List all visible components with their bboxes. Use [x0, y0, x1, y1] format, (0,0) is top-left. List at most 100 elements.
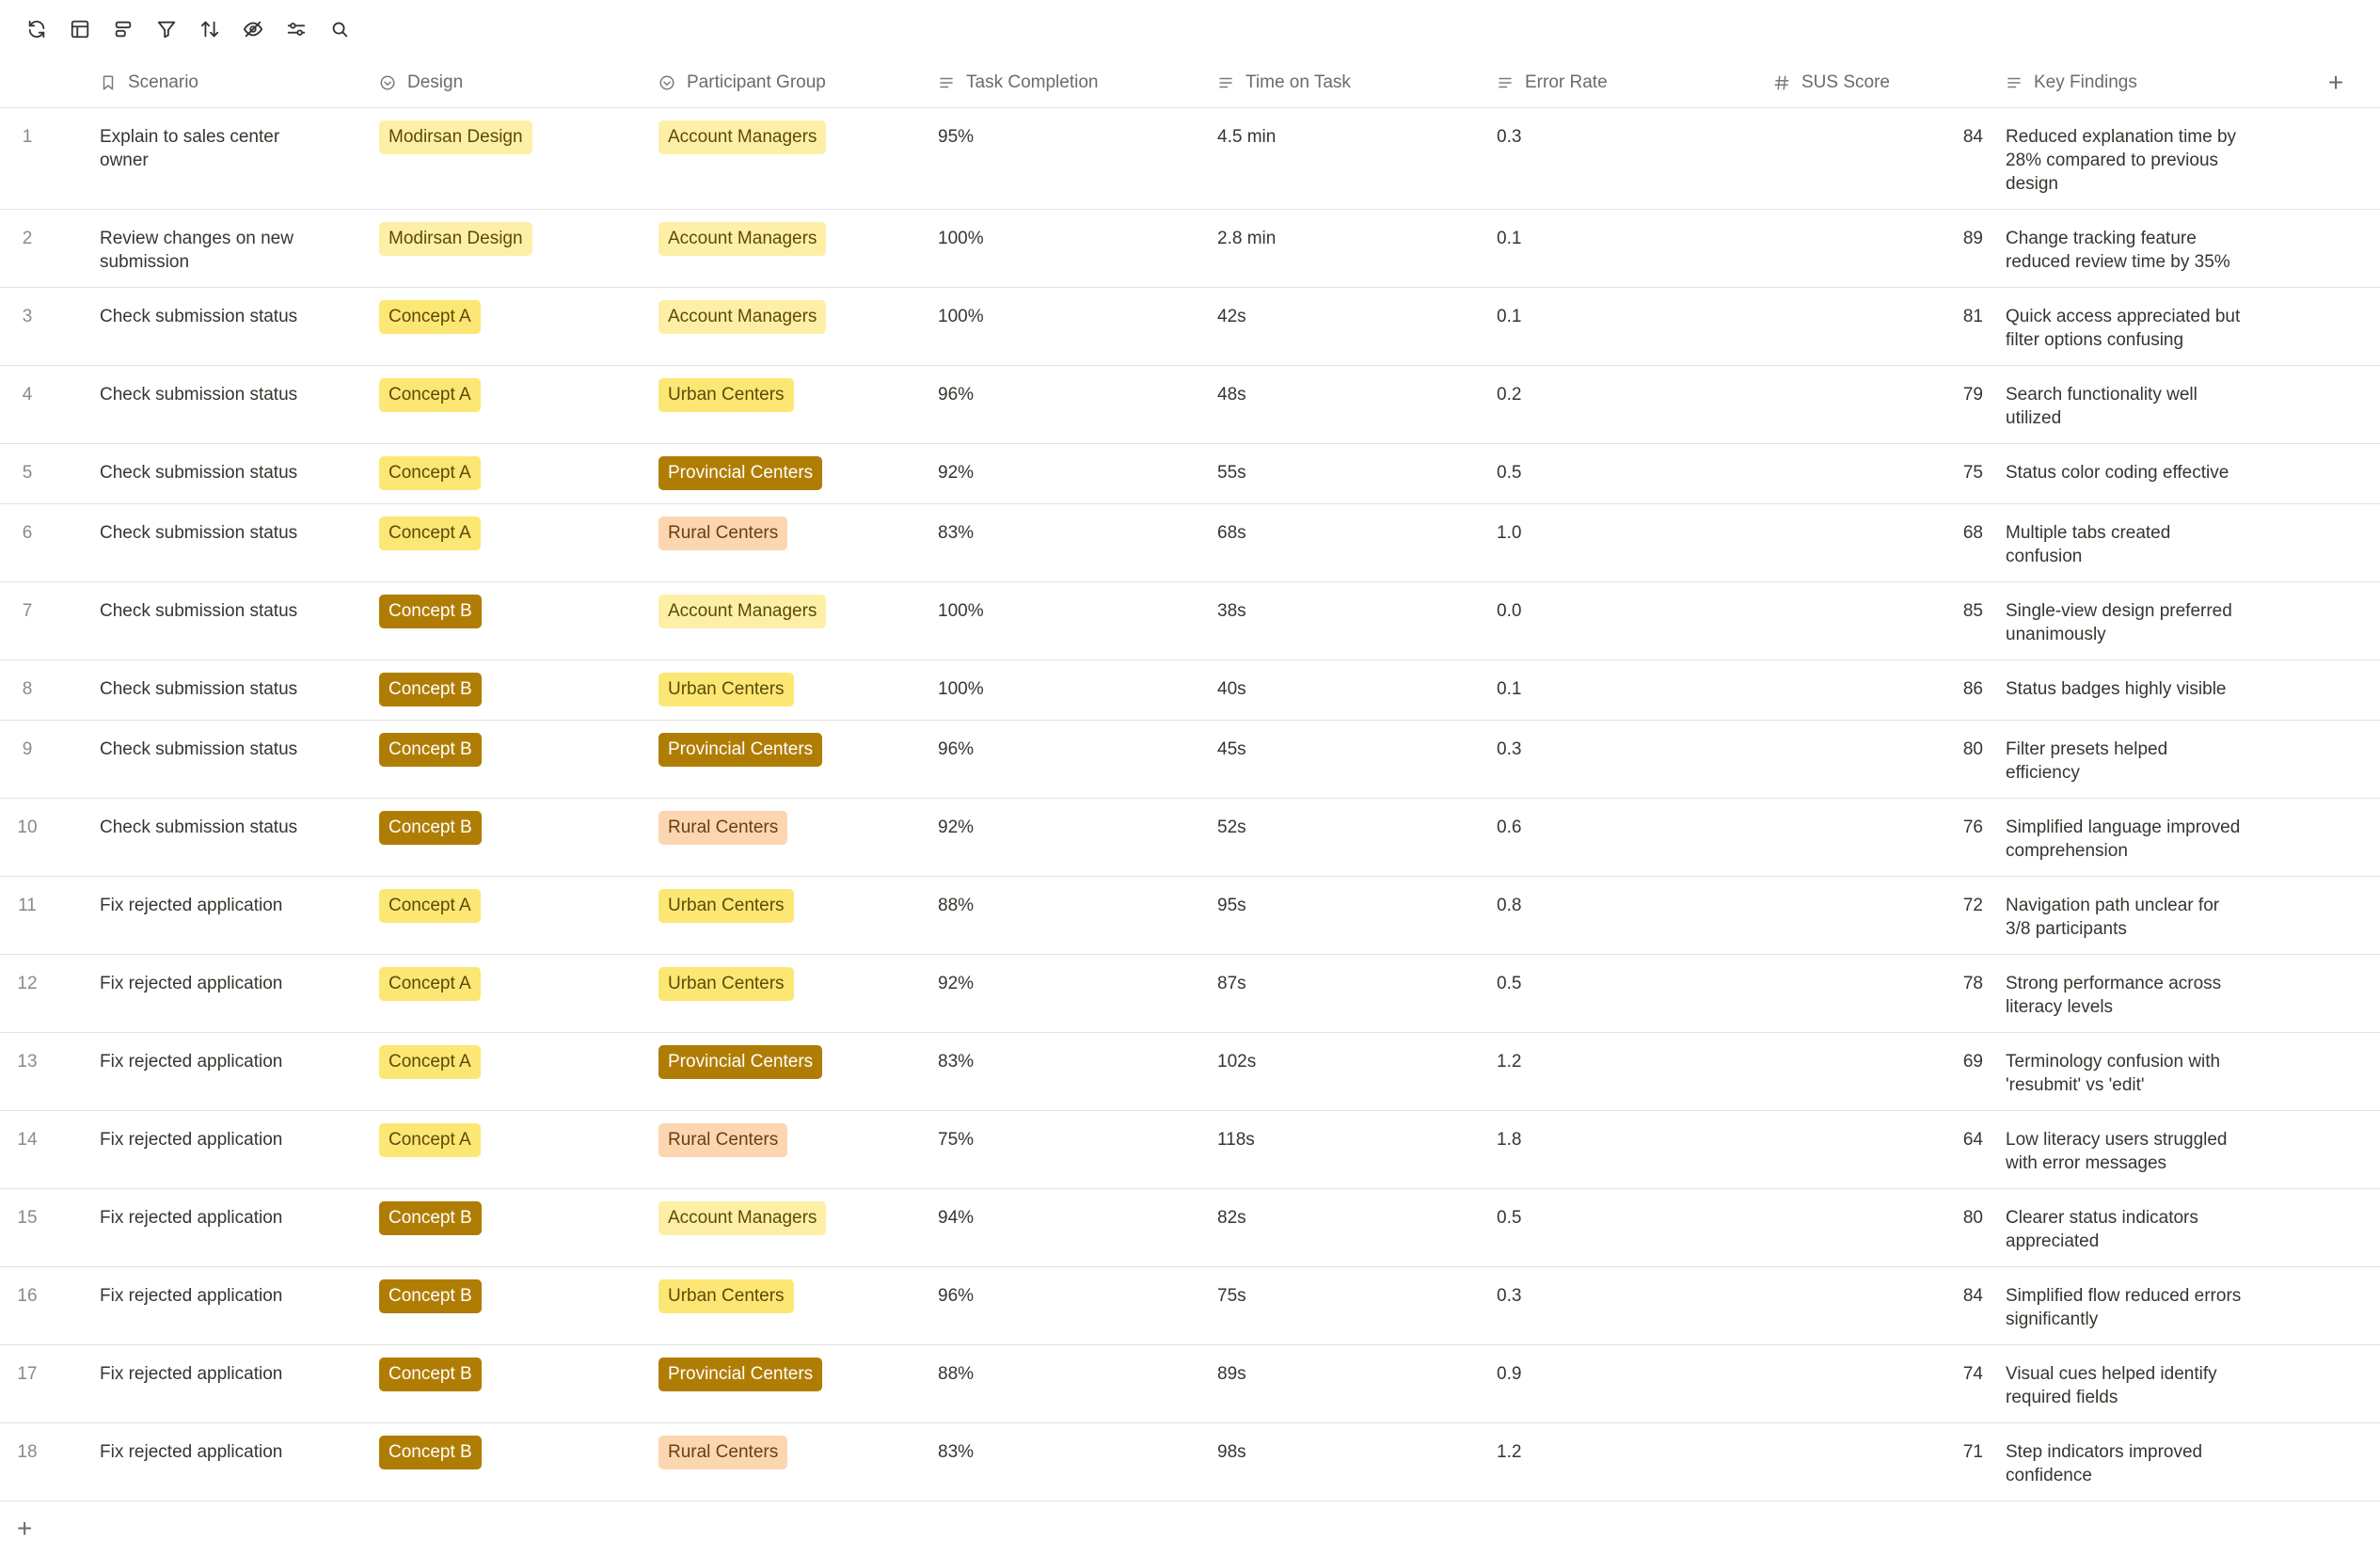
cell-scenario[interactable]: Fix rejected application — [55, 1188, 334, 1267]
settings-sliders-icon[interactable] — [275, 8, 318, 51]
cell-task-completion[interactable]: 92% — [893, 443, 1172, 504]
cell-task-completion[interactable]: 94% — [893, 1188, 1172, 1267]
cell-key-findings[interactable]: Status badges highly visible — [2006, 659, 2292, 721]
cell-participant-group[interactable]: Provincial Centers — [613, 1344, 893, 1423]
cell-scenario[interactable]: Fix rejected application — [55, 1110, 334, 1189]
cell-design[interactable]: Concept B — [334, 1344, 613, 1423]
add-column-button[interactable]: + — [2292, 58, 2380, 108]
cell-key-findings[interactable]: Reduced explanation time by 28% compared… — [2006, 107, 2292, 210]
cell-participant-group[interactable]: Urban Centers — [613, 659, 893, 721]
row-number[interactable]: 4 — [0, 365, 55, 444]
cell-scenario[interactable]: Fix rejected application — [55, 876, 334, 955]
cell-task-completion[interactable]: 92% — [893, 798, 1172, 877]
row-number[interactable]: 12 — [0, 954, 55, 1033]
cell-task-completion[interactable]: 75% — [893, 1110, 1172, 1189]
cell-error-rate[interactable]: 0.1 — [1452, 209, 1731, 288]
cell-task-completion[interactable]: 100% — [893, 581, 1172, 660]
row-number[interactable]: 18 — [0, 1422, 55, 1501]
cell-participant-group[interactable]: Rural Centers — [613, 503, 893, 582]
cell-key-findings[interactable]: Strong performance across literacy level… — [2006, 954, 2292, 1033]
row-number[interactable]: 9 — [0, 720, 55, 799]
cell-time-on-task[interactable]: 2.8 min — [1172, 209, 1452, 288]
cell-error-rate[interactable]: 0.2 — [1452, 365, 1731, 444]
cell-key-findings[interactable]: Step indicators improved confidence — [2006, 1422, 2292, 1501]
cell-scenario[interactable]: Check submission status — [55, 798, 334, 877]
cell-task-completion[interactable]: 83% — [893, 1422, 1172, 1501]
cell-design[interactable]: Modirsan Design — [334, 107, 613, 210]
cell-error-rate[interactable]: 0.1 — [1452, 287, 1731, 366]
row-number[interactable]: 6 — [0, 503, 55, 582]
sort-icon[interactable] — [188, 8, 231, 51]
table-row[interactable]: 17 Fix rejected application Concept B Provi… — [0, 1344, 2380, 1423]
cell-key-findings[interactable]: Quick access appreciated but filter opti… — [2006, 287, 2292, 366]
cell-task-completion[interactable]: 88% — [893, 1344, 1172, 1423]
cell-sus-score[interactable]: 81 — [1731, 287, 2006, 366]
cell-time-on-task[interactable]: 89s — [1172, 1344, 1452, 1423]
cell-time-on-task[interactable]: 87s — [1172, 954, 1452, 1033]
cell-scenario[interactable]: Explain to sales center owner — [55, 107, 334, 210]
cell-error-rate[interactable]: 0.3 — [1452, 107, 1731, 210]
column-header-error-rate[interactable]: Error Rate — [1452, 58, 1731, 108]
cell-design[interactable]: Concept B — [334, 798, 613, 877]
table-row[interactable]: 15 Fix rejected application Concept B Accou… — [0, 1188, 2380, 1267]
cell-time-on-task[interactable]: 42s — [1172, 287, 1452, 366]
cell-time-on-task[interactable]: 4.5 min — [1172, 107, 1452, 210]
row-number[interactable]: 13 — [0, 1032, 55, 1111]
table-row[interactable]: 16 Fix rejected application Concept B Urban… — [0, 1266, 2380, 1345]
cell-key-findings[interactable]: Simplified language improved comprehensi… — [2006, 798, 2292, 877]
cell-sus-score[interactable]: 74 — [1731, 1344, 2006, 1423]
cell-error-rate[interactable]: 0.9 — [1452, 1344, 1731, 1423]
column-header-sus-score[interactable]: SUS Score — [1731, 58, 2006, 108]
cell-task-completion[interactable]: 83% — [893, 503, 1172, 582]
cell-task-completion[interactable]: 96% — [893, 720, 1172, 799]
cell-participant-group[interactable]: Provincial Centers — [613, 1032, 893, 1111]
cell-sus-score[interactable]: 79 — [1731, 365, 2006, 444]
cell-sus-score[interactable]: 68 — [1731, 503, 2006, 582]
cell-scenario[interactable]: Check submission status — [55, 720, 334, 799]
cell-scenario[interactable]: Check submission status — [55, 365, 334, 444]
cell-key-findings[interactable]: Clearer status indicators appreciated — [2006, 1188, 2292, 1267]
cell-participant-group[interactable]: Account Managers — [613, 209, 893, 288]
cell-task-completion[interactable]: 83% — [893, 1032, 1172, 1111]
cell-error-rate[interactable]: 1.8 — [1452, 1110, 1731, 1189]
row-number[interactable]: 16 — [0, 1266, 55, 1345]
cell-sus-score[interactable]: 80 — [1731, 720, 2006, 799]
row-number[interactable]: 14 — [0, 1110, 55, 1189]
cell-sus-score[interactable]: 78 — [1731, 954, 2006, 1033]
cell-key-findings[interactable]: Change tracking feature reduced review t… — [2006, 209, 2292, 288]
filter-icon[interactable] — [145, 8, 188, 51]
cell-task-completion[interactable]: 100% — [893, 287, 1172, 366]
cell-design[interactable]: Concept A — [334, 287, 613, 366]
column-header-scenario[interactable]: Scenario — [55, 58, 334, 108]
column-header-design[interactable]: Design — [334, 58, 613, 108]
cell-scenario[interactable]: Fix rejected application — [55, 1266, 334, 1345]
table-row[interactable]: 8 Check submission status Concept B Urban C… — [0, 659, 2380, 721]
cell-key-findings[interactable]: Terminology confusion with 'resubmit' vs… — [2006, 1032, 2292, 1111]
cell-design[interactable]: Concept A — [334, 954, 613, 1033]
cell-design[interactable]: Concept A — [334, 1110, 613, 1189]
search-icon[interactable] — [318, 8, 361, 51]
cell-participant-group[interactable]: Account Managers — [613, 107, 893, 210]
cell-error-rate[interactable]: 0.3 — [1452, 720, 1731, 799]
cell-sus-score[interactable]: 72 — [1731, 876, 2006, 955]
cell-sus-score[interactable]: 76 — [1731, 798, 2006, 877]
cell-time-on-task[interactable]: 102s — [1172, 1032, 1452, 1111]
row-number[interactable]: 11 — [0, 876, 55, 955]
cell-error-rate[interactable]: 0.0 — [1452, 581, 1731, 660]
cell-task-completion[interactable]: 96% — [893, 365, 1172, 444]
cell-sus-score[interactable]: 86 — [1731, 659, 2006, 721]
cell-key-findings[interactable]: Filter presets helped efficiency — [2006, 720, 2292, 799]
table-row[interactable]: 14 Fix rejected application Concept A Rural… — [0, 1110, 2380, 1189]
row-number[interactable]: 1 — [0, 107, 55, 210]
cell-sus-score[interactable]: 75 — [1731, 443, 2006, 504]
cell-design[interactable]: Concept B — [334, 659, 613, 721]
hide-icon[interactable] — [231, 8, 275, 51]
cell-sus-score[interactable]: 69 — [1731, 1032, 2006, 1111]
row-number[interactable]: 5 — [0, 443, 55, 504]
cell-design[interactable]: Concept B — [334, 1188, 613, 1267]
cell-sus-score[interactable]: 71 — [1731, 1422, 2006, 1501]
cell-scenario[interactable]: Check submission status — [55, 581, 334, 660]
cell-design[interactable]: Concept B — [334, 1422, 613, 1501]
table-row[interactable]: 4 Check submission status Concept A Urban C… — [0, 365, 2380, 444]
cell-sus-score[interactable]: 84 — [1731, 1266, 2006, 1345]
